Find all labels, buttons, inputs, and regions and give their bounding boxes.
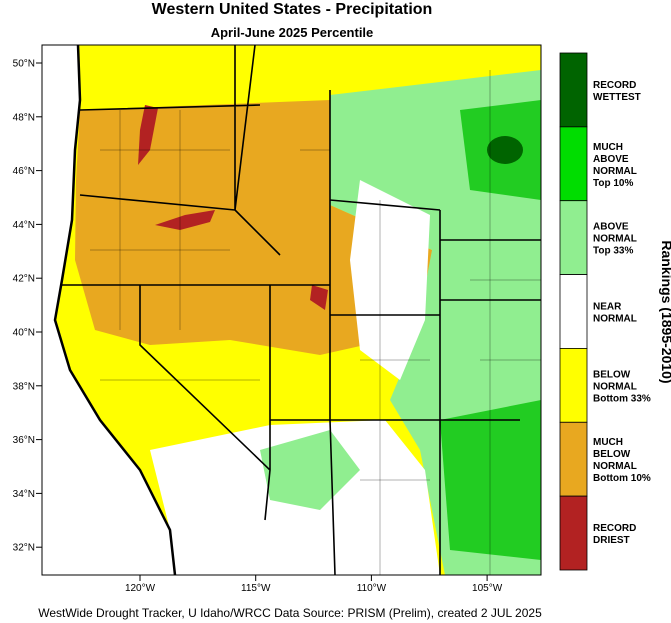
lat-label: 48°N [13, 112, 35, 123]
legend-label: NORMAL [593, 381, 637, 392]
legend-swatch [559, 126, 588, 202]
legend-label: DRIEST [593, 535, 630, 546]
lat-label: 38°N [13, 381, 35, 392]
legend-swatch [559, 495, 588, 571]
map [42, 45, 541, 575]
footer: WestWide Drought Tracker, U Idaho/WRCC D… [38, 606, 542, 620]
legend-label: NORMAL [593, 461, 637, 472]
legend-label: NORMAL [593, 234, 637, 245]
legend-label: RECORD [593, 80, 636, 91]
legend-label: RECORD [593, 523, 636, 534]
lat-label: 34°N [13, 489, 35, 500]
lat-label: 32°N [13, 543, 35, 554]
legend-label: Bottom 33% [593, 393, 651, 404]
legend-label: WETTEST [593, 92, 641, 103]
legend-swatch [559, 421, 588, 497]
lat-label: 44°N [13, 220, 35, 231]
legend-label: ABOVE [593, 154, 629, 165]
legend-swatch [559, 52, 588, 128]
lon-label: 115°W [241, 583, 271, 594]
lat-label: 42°N [13, 274, 35, 285]
legend-label: Bottom 10% [593, 473, 651, 484]
lat-label: 50°N [13, 59, 35, 70]
legend-label: Top 33% [593, 246, 633, 257]
legend-title: Rankings (1895-2010) [659, 240, 671, 383]
legend-label: NORMAL [593, 166, 637, 177]
legend-label: NORMAL [593, 314, 637, 325]
legend-swatch [559, 348, 588, 423]
legend-label: ABOVE [593, 222, 629, 233]
legend-label: BELOW [593, 449, 631, 460]
lat-label: 36°N [13, 435, 35, 446]
legend-swatch [559, 274, 588, 349]
legend-label: NEAR [593, 302, 622, 313]
lat-label: 40°N [13, 328, 35, 339]
lon-label: 110°W [357, 583, 387, 594]
legend-swatch [559, 200, 588, 275]
lon-label: 105°W [472, 583, 503, 594]
legend-label: MUCH [593, 437, 623, 448]
legend-label: BELOW [593, 369, 631, 380]
legend-label: MUCH [593, 142, 623, 153]
title: Western United States - Precipitation [152, 1, 433, 18]
lat-label: 46°N [13, 166, 35, 177]
legend-label: Top 10% [593, 178, 633, 189]
lon-label: 120°W [125, 583, 156, 594]
subtitle: April-June 2025 Percentile [211, 25, 374, 40]
